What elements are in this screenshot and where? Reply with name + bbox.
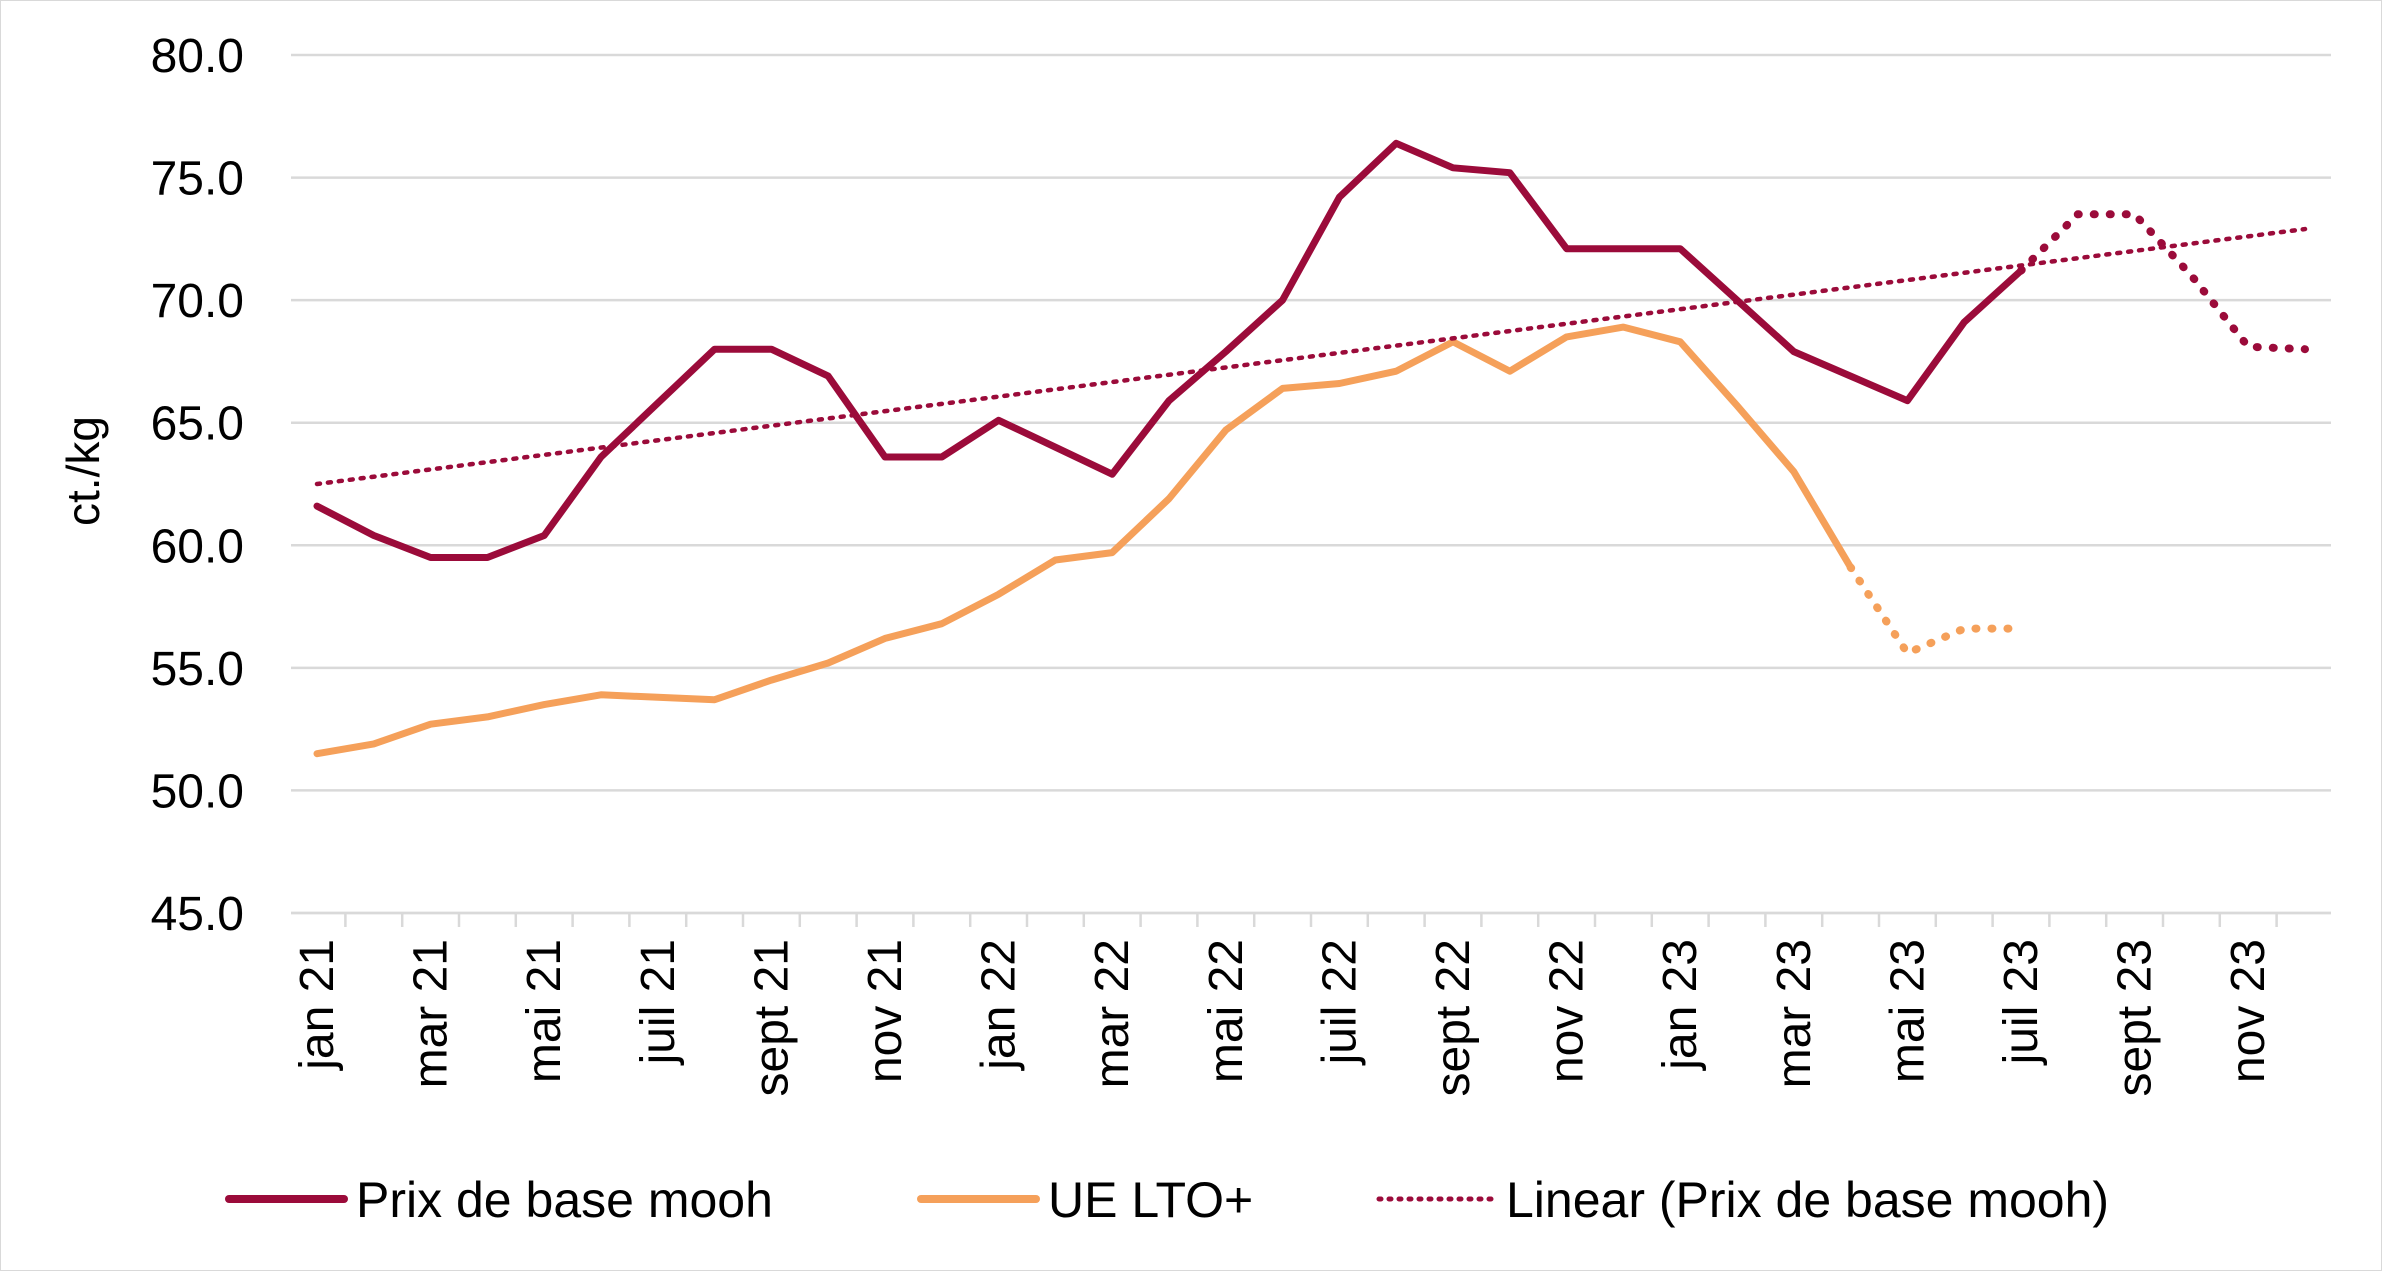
- x-tick-label: nov 22: [1541, 939, 1594, 1083]
- x-tick-label: jan 22: [973, 939, 1026, 1072]
- x-tick-label: nov 21: [859, 939, 912, 1083]
- y-tick-label: 65.0: [151, 398, 244, 451]
- x-tick-label: mar 22: [1086, 939, 1139, 1088]
- y-tick-label: 60.0: [151, 520, 244, 573]
- x-tick-label: jan 21: [291, 939, 344, 1072]
- series-group: [313, 139, 2309, 758]
- x-tick-label: juil 23: [1995, 939, 2048, 1066]
- y-tick-label: 45.0: [151, 888, 244, 941]
- y-tick-label: 55.0: [151, 643, 244, 696]
- y-axis-label: ct./kg: [57, 416, 109, 526]
- x-tick-label: sept 22: [1427, 939, 1480, 1096]
- x-tick-label: nov 23: [2222, 939, 2275, 1083]
- y-tick-label: 70.0: [151, 275, 244, 328]
- x-tick-label: juil 21: [632, 939, 685, 1066]
- legend: Prix de base mooh UE LTO+ Linear (Prix de …: [225, 1172, 2109, 1228]
- x-tick-label: sept 21: [745, 939, 798, 1096]
- x-tick-label: sept 23: [2109, 939, 2162, 1096]
- series-line-3: [1846, 563, 2025, 658]
- x-tick-label: juil 22: [1313, 939, 1366, 1066]
- x-tick-label: mar 21: [405, 939, 458, 1088]
- legend-label: Prix de base mooh: [356, 1172, 773, 1228]
- x-tick-label: mai 21: [518, 939, 571, 1083]
- y-tick-label: 50.0: [151, 765, 244, 818]
- series-line-1: [2017, 210, 2309, 354]
- x-tick-label: mai 23: [1881, 939, 1934, 1083]
- x-tick-label: mai 22: [1200, 939, 1253, 1083]
- y-tick-label: 80.0: [151, 30, 244, 83]
- gridlines: [291, 53, 2331, 915]
- legend-label: Linear (Prix de base mooh): [1506, 1172, 2109, 1228]
- x-tick-label: mar 23: [1768, 939, 1821, 1088]
- x-tick-label: jan 23: [1654, 939, 1707, 1072]
- legend-label: UE LTO+: [1048, 1172, 1253, 1228]
- series-line-2: [313, 323, 1855, 758]
- y-axis-ticks: 45.0 50.0 55.0 60.0 65.0 70.0 75.0 80.0: [151, 30, 244, 941]
- x-axis: jan 21 mar 21 mai 21 juil 21 sept 21 nov 21 ja…: [291, 911, 2331, 1096]
- y-tick-label: 75.0: [151, 153, 244, 206]
- trendline: [314, 226, 2308, 487]
